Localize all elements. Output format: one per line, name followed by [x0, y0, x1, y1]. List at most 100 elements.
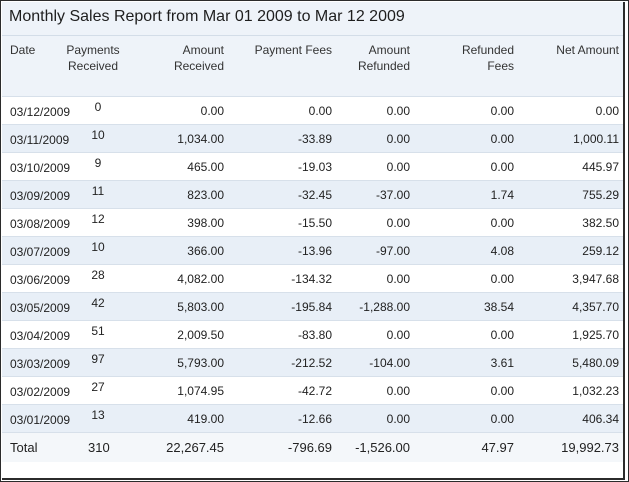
cell-payments-received: 97	[64, 348, 122, 377]
cell-refunded-fees: 0.00	[416, 96, 520, 125]
cell-amount-refunded: -97.00	[338, 236, 416, 265]
cell-amount-refunded: 0.00	[338, 264, 416, 293]
cell-amount-received: 366.00	[122, 236, 230, 265]
column-header-date: Date	[2, 36, 64, 97]
cell-amount-received: 5,793.00	[122, 348, 230, 377]
cell-refunded-fees: 38.54	[416, 292, 520, 321]
cell-date: 03/02/2009	[2, 376, 70, 405]
cell-amount-refunded: 0.00	[338, 376, 416, 405]
cell-amount-refunded: 0.00	[338, 152, 416, 181]
header-row: Date Payments Received Amount Received Pay…	[2, 36, 623, 97]
table-row: 03/01/2009 13 419.00 -12.66 0.00 0.00 40…	[2, 404, 623, 433]
cell-amount-received: 5,803.00	[122, 292, 230, 321]
table-footer: Total 310 22,267.45 -796.69 -1,526.00 47…	[2, 432, 623, 462]
cell-payment-fees: -134.32	[230, 264, 338, 293]
cell-date: 03/07/2009	[2, 236, 70, 265]
cell-payment-fees: -33.89	[230, 124, 338, 153]
totals-row: Total 310 22,267.45 -796.69 -1,526.00 47…	[2, 432, 623, 462]
table-row: 03/06/2009 28 4,082.00 -134.32 0.00 0.00…	[2, 264, 623, 293]
cell-payments-received: 0	[64, 96, 122, 125]
cell-payments-received: 42	[64, 292, 122, 321]
cell-refunded-fees: 4.08	[416, 236, 520, 265]
cell-refunded-fees: 3.61	[416, 348, 520, 377]
cell-payment-fees: -19.03	[230, 152, 338, 181]
column-header-net-amount: Net Amount	[520, 36, 623, 97]
cell-payment-fees: 0.00	[230, 96, 338, 125]
table-row: 03/09/2009 11 823.00 -32.45 -37.00 1.74 …	[2, 180, 623, 209]
cell-amount-received: 4,082.00	[122, 264, 230, 293]
column-header-amount-received: Amount Received	[122, 36, 230, 97]
table-row: 03/04/2009 51 2,009.50 -83.80 0.00 0.00 …	[2, 320, 623, 349]
cell-date: 03/04/2009	[2, 320, 70, 349]
cell-refunded-fees: 0.00	[416, 264, 520, 293]
cell-amount-refunded: -37.00	[338, 180, 416, 209]
cell-date: 03/09/2009	[2, 180, 70, 209]
cell-amount-refunded: 0.00	[338, 320, 416, 349]
cell-net-amount: 3,947.68	[520, 264, 623, 293]
total-label: Total	[2, 432, 64, 462]
total-amount-received: 22,267.45	[122, 432, 230, 462]
cell-amount-received: 465.00	[122, 152, 230, 181]
column-header-amount-refunded: Amount Refunded	[338, 36, 416, 97]
cell-amount-refunded: -104.00	[338, 348, 416, 377]
cell-net-amount: 1,032.23	[520, 376, 623, 405]
cell-payments-received: 10	[64, 236, 122, 265]
cell-date: 03/01/2009	[2, 404, 70, 433]
table-row: 03/03/2009 97 5,793.00 -212.52 -104.00 3…	[2, 348, 623, 377]
cell-payment-fees: -32.45	[230, 180, 338, 209]
cell-amount-received: 0.00	[122, 96, 230, 125]
cell-date: 03/06/2009	[2, 264, 70, 293]
cell-amount-received: 419.00	[122, 404, 230, 433]
cell-net-amount: 755.29	[520, 180, 623, 209]
table-row: 03/05/2009 42 5,803.00 -195.84 -1,288.00…	[2, 292, 623, 321]
cell-amount-refunded: 0.00	[338, 124, 416, 153]
total-net-amount: 19,992.73	[520, 432, 623, 462]
cell-refunded-fees: 1.74	[416, 180, 520, 209]
table-row: 03/08/2009 12 398.00 -15.50 0.00 0.00 38…	[2, 208, 623, 237]
cell-payments-received: 13	[64, 404, 122, 433]
cell-net-amount: 259.12	[520, 236, 623, 265]
cell-payments-received: 12	[64, 208, 122, 237]
cell-amount-received: 1,034.00	[122, 124, 230, 153]
cell-net-amount: 0.00	[520, 96, 623, 125]
cell-refunded-fees: 0.00	[416, 208, 520, 237]
cell-amount-refunded: -1,288.00	[338, 292, 416, 321]
table-row: 03/10/2009 9 465.00 -19.03 0.00 0.00 445…	[2, 152, 623, 181]
cell-refunded-fees: 0.00	[416, 404, 520, 433]
cell-date: 03/10/2009	[2, 152, 70, 181]
cell-amount-refunded: 0.00	[338, 208, 416, 237]
cell-date: 03/08/2009	[2, 208, 70, 237]
cell-refunded-fees: 0.00	[416, 320, 520, 349]
total-payment-fees: -796.69	[230, 432, 338, 462]
cell-net-amount: 382.50	[520, 208, 623, 237]
table-row: 03/07/2009 10 366.00 -13.96 -97.00 4.08 …	[2, 236, 623, 265]
cell-net-amount: 445.97	[520, 152, 623, 181]
cell-payment-fees: -12.66	[230, 404, 338, 433]
cell-refunded-fees: 0.00	[416, 124, 520, 153]
cell-net-amount: 1,000.11	[520, 124, 623, 153]
cell-amount-refunded: 0.00	[338, 404, 416, 433]
total-refunded-fees: 47.97	[416, 432, 520, 462]
cell-net-amount: 5,480.09	[520, 348, 623, 377]
table-row: 03/02/2009 27 1,074.95 -42.72 0.00 0.00 …	[2, 376, 623, 405]
table-body: 03/12/2009 0 0.00 0.00 0.00 0.00 0.00 03…	[2, 96, 623, 433]
cell-payments-received: 51	[64, 320, 122, 349]
cell-payment-fees: -15.50	[230, 208, 338, 237]
cell-payments-received: 10	[64, 124, 122, 153]
cell-date: 03/12/2009	[2, 96, 70, 125]
cell-date: 03/05/2009	[2, 292, 70, 321]
cell-payment-fees: -83.80	[230, 320, 338, 349]
table-row: 03/11/2009 10 1,034.00 -33.89 0.00 0.00 …	[2, 124, 623, 153]
cell-amount-refunded: 0.00	[338, 96, 416, 125]
cell-payments-received: 27	[64, 376, 122, 405]
cell-payments-received: 9	[64, 152, 122, 181]
cell-payments-received: 11	[64, 180, 122, 209]
column-header-payments-received: Payments Received	[64, 36, 122, 97]
column-header-payment-fees: Payment Fees	[230, 36, 338, 97]
cell-payment-fees: -212.52	[230, 348, 338, 377]
cell-amount-received: 2,009.50	[122, 320, 230, 349]
sales-report-table: Date Payments Received Amount Received Pay…	[2, 36, 623, 462]
cell-amount-received: 1,074.95	[122, 376, 230, 405]
